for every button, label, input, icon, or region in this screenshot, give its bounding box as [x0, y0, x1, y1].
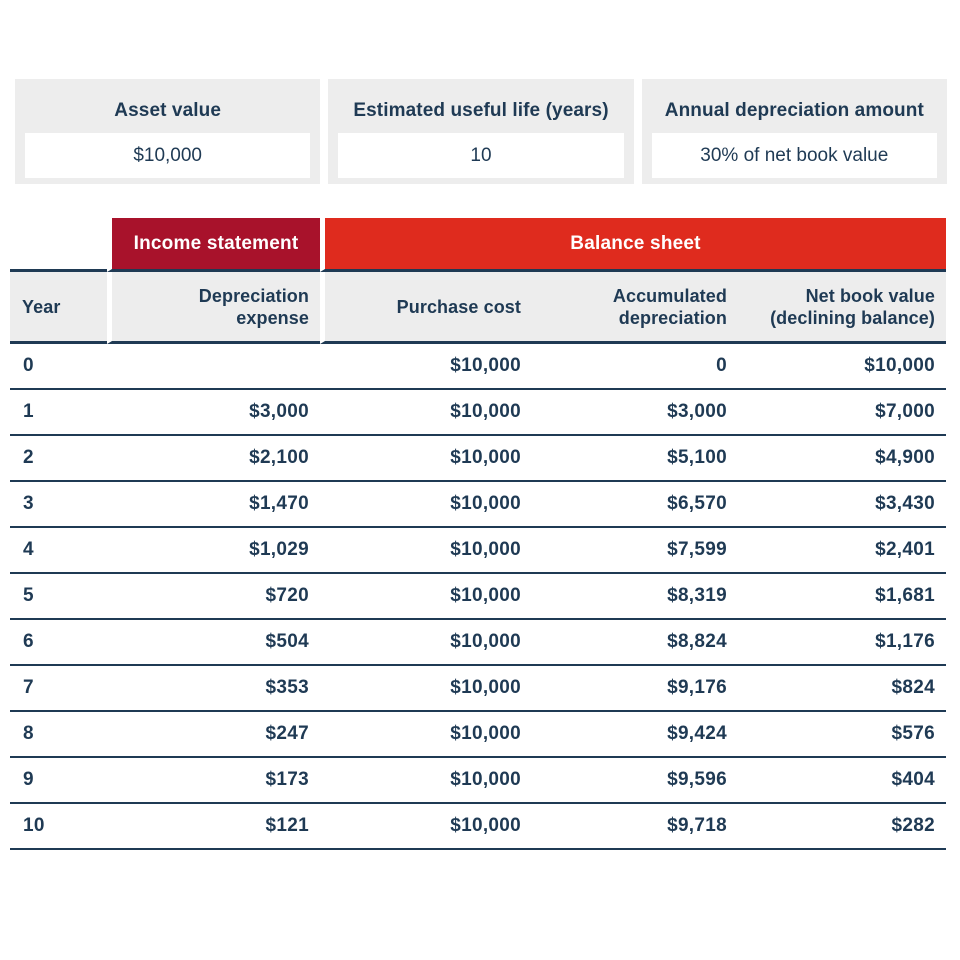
- value-cell: $824: [738, 666, 946, 712]
- asset-value-label: Asset value: [114, 100, 222, 121]
- year-cell: 2: [10, 436, 107, 482]
- table-row: 3 $1,470 $10,000 $6,570 $3,430: [10, 482, 946, 528]
- value-cell: $10,000: [320, 436, 532, 482]
- balance-sheet-group-header: Balance sheet: [320, 218, 946, 272]
- value-cell: $404: [738, 758, 946, 804]
- value-cell: $10,000: [320, 528, 532, 574]
- value-cell: $353: [107, 666, 320, 712]
- year-cell: 7: [10, 666, 107, 712]
- value-cell: $10,000: [320, 344, 532, 390]
- useful-life-input[interactable]: 10: [338, 133, 624, 178]
- year-cell: 1: [10, 390, 107, 436]
- year-cell: 9: [10, 758, 107, 804]
- annual-depreciation-input[interactable]: 30% of net book value: [651, 133, 937, 178]
- value-cell: $6,570: [532, 482, 738, 528]
- value-cell: $10,000: [738, 344, 946, 390]
- value-cell: $10,000: [320, 712, 532, 758]
- annual-depreciation-label: Annual depreciation amount: [664, 100, 924, 121]
- value-cell: $3,000: [107, 390, 320, 436]
- value-cell: $1,176: [738, 620, 946, 666]
- value-cell: $8,824: [532, 620, 738, 666]
- value-cell: $10,000: [320, 482, 532, 528]
- table-body: 0 $10,000 0 $10,000 1 $3,000 $10,000 $3,000 $7,0…: [10, 344, 946, 850]
- value-cell: $8,319: [532, 574, 738, 620]
- annual-depreciation-card: Annual depreciation amount 30% of net bo…: [641, 79, 947, 184]
- value-cell: $576: [738, 712, 946, 758]
- value-cell: $2,100: [107, 436, 320, 482]
- value-cell: $9,718: [532, 804, 738, 850]
- column-header-purchase-cost: Purchase cost: [320, 272, 532, 344]
- table-row: 4 $1,029 $10,000 $7,599 $2,401: [10, 528, 946, 574]
- value-cell: $9,596: [532, 758, 738, 804]
- value-cell: $3,430: [738, 482, 946, 528]
- table-row: 2 $2,100 $10,000 $5,100 $4,900: [10, 436, 946, 482]
- value-cell: $9,176: [532, 666, 738, 712]
- value-cell: $247: [107, 712, 320, 758]
- year-cell: 4: [10, 528, 107, 574]
- value-cell: 0: [532, 344, 738, 390]
- depreciation-table: Income statement Balance sheet Year Depr…: [10, 218, 946, 850]
- value-cell: $10,000: [320, 666, 532, 712]
- table-row: 7 $353 $10,000 $9,176 $824: [10, 666, 946, 712]
- value-cell: $7,000: [738, 390, 946, 436]
- value-cell: $1,470: [107, 482, 320, 528]
- value-cell: $504: [107, 620, 320, 666]
- group-header-row: Income statement Balance sheet: [10, 218, 946, 272]
- value-cell: $10,000: [320, 574, 532, 620]
- year-cell: 10: [10, 804, 107, 850]
- year-cell: 3: [10, 482, 107, 528]
- table-row: 0 $10,000 0 $10,000: [10, 344, 946, 390]
- table-row: 8 $247 $10,000 $9,424 $576: [10, 712, 946, 758]
- column-header-year: Year: [10, 272, 107, 344]
- value-cell: $9,424: [532, 712, 738, 758]
- asset-value-card: Asset value $10,000: [15, 79, 321, 184]
- value-cell: $3,000: [532, 390, 738, 436]
- input-cards: Asset value $10,000 Estimated useful lif…: [0, 0, 960, 184]
- table-row: 6 $504 $10,000 $8,824 $1,176: [10, 620, 946, 666]
- value-cell: $10,000: [320, 758, 532, 804]
- year-cell: 8: [10, 712, 107, 758]
- value-cell: $1,029: [107, 528, 320, 574]
- value-cell: $282: [738, 804, 946, 850]
- value-cell: $121: [107, 804, 320, 850]
- value-cell: $7,599: [532, 528, 738, 574]
- year-cell: 5: [10, 574, 107, 620]
- table-row: 9 $173 $10,000 $9,596 $404: [10, 758, 946, 804]
- value-cell: [107, 344, 320, 390]
- value-cell: $10,000: [320, 804, 532, 850]
- value-cell: $10,000: [320, 390, 532, 436]
- value-cell: $2,401: [738, 528, 946, 574]
- value-cell: $720: [107, 574, 320, 620]
- column-header-accumulated-depreciation: Accumulated depreciation: [532, 272, 738, 344]
- useful-life-card: Estimated useful life (years) 10: [328, 79, 634, 184]
- useful-life-label: Estimated useful life (years): [353, 100, 609, 121]
- value-cell: $173: [107, 758, 320, 804]
- table-row: 5 $720 $10,000 $8,319 $1,681: [10, 574, 946, 620]
- value-cell: $4,900: [738, 436, 946, 482]
- column-header-row: Year Depreciation expense Purchase cost …: [10, 272, 946, 344]
- table-row: 1 $3,000 $10,000 $3,000 $7,000: [10, 390, 946, 436]
- asset-value-input[interactable]: $10,000: [25, 133, 311, 178]
- column-header-net-book-value: Net book value (declining balance): [738, 272, 946, 344]
- column-header-depreciation-expense: Depreciation expense: [107, 272, 320, 344]
- year-cell: 0: [10, 344, 107, 390]
- income-statement-group-header: Income statement: [107, 218, 320, 272]
- value-cell: $5,100: [532, 436, 738, 482]
- table-row: 10 $121 $10,000 $9,718 $282: [10, 804, 946, 850]
- year-cell: 6: [10, 620, 107, 666]
- group-header-spacer: [10, 218, 107, 272]
- value-cell: $1,681: [738, 574, 946, 620]
- value-cell: $10,000: [320, 620, 532, 666]
